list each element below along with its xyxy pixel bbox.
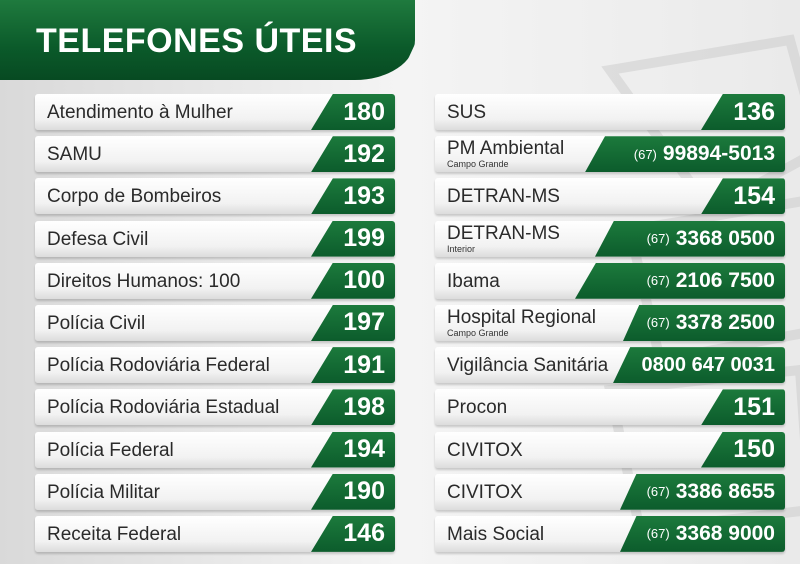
phone-row: Receita Federal 146 <box>35 515 395 552</box>
phone-number: 197 <box>311 304 395 341</box>
service-name: Polícia Federal <box>47 439 174 461</box>
title-banner: TELEFONES ÚTEIS <box>0 0 415 80</box>
phone-row: Defesa Civil 199 <box>35 220 395 257</box>
phone-row: Polícia Rodoviária Estadual 198 <box>35 389 395 426</box>
service-name: CIVITOX <box>447 439 523 461</box>
phone-number: 191 <box>311 347 395 384</box>
page-title: TELEFONES ÚTEIS <box>36 22 358 60</box>
area-code: (67) <box>633 146 657 162</box>
phone-row: PM Ambiental Campo Grande (67) 99894-501… <box>435 136 785 173</box>
phone-number: 192 <box>311 136 395 173</box>
phone-number-box: (67) 99894-5013 <box>585 136 785 173</box>
phone-row: Corpo de Bombeiros 193 <box>35 178 395 215</box>
service-name: Ibama <box>447 270 500 292</box>
service-name: Polícia Militar <box>47 481 160 503</box>
phone-number: 146 <box>311 515 395 552</box>
service-location: Campo Grande <box>447 159 509 170</box>
phone-number-box: (67) 3386 8655 <box>620 473 785 510</box>
left-phone-list: Atendimento à Mulher 180 SAMU 192 Corpo … <box>35 94 395 558</box>
phone-number: 150 <box>701 431 785 468</box>
phone-row: Procon 151 <box>435 389 785 426</box>
service-name: Mais Social <box>447 523 545 545</box>
phone-row: Vigilância Sanitária 0800 647 0031 <box>435 347 785 384</box>
area-code: (67) <box>646 315 670 331</box>
phone-number-box: (67) 3378 2500 <box>623 304 785 341</box>
service-name: Hospital Regional <box>447 306 596 328</box>
phone-row: CIVITOX (67) 3386 8655 <box>435 473 785 510</box>
area-code: (67) <box>646 484 670 500</box>
service-name: Polícia Civil <box>47 312 146 334</box>
phone-row: Hospital Regional Campo Grande (67) 3378… <box>435 304 785 341</box>
phone-number: 3368 0500 <box>675 226 775 250</box>
phone-row: Polícia Militar 190 <box>35 473 395 510</box>
phone-row: Polícia Federal 194 <box>35 431 395 468</box>
phone-number: 136 <box>701 94 785 130</box>
phone-number: 154 <box>701 178 785 215</box>
service-name: PM Ambiental <box>447 138 565 160</box>
phone-number: 180 <box>311 94 395 130</box>
area-code: (67) <box>646 231 670 247</box>
phone-number-box: (67) 2106 7500 <box>575 262 785 299</box>
service-location: Campo Grande <box>447 327 509 338</box>
service-name: Procon <box>447 397 508 419</box>
phone-number: 0800 647 0031 <box>613 347 785 384</box>
phone-row: Polícia Civil 197 <box>35 304 395 341</box>
area-code: (67) <box>646 526 670 542</box>
phone-row: Direitos Humanos: 100 100 <box>35 262 395 299</box>
service-name: Receita Federal <box>47 523 182 545</box>
service-name: Polícia Rodoviária Federal <box>47 355 270 377</box>
phone-number: 199 <box>311 220 395 257</box>
phone-number-box: (67) 3368 0500 <box>595 220 785 257</box>
phone-row: SAMU 192 <box>35 136 395 173</box>
phone-number: 2106 7500 <box>675 268 775 292</box>
phone-number-box: (67) 3368 9000 <box>620 515 785 552</box>
service-name: SUS <box>447 102 487 123</box>
phone-number: 194 <box>311 431 395 468</box>
phone-number: 151 <box>701 389 785 426</box>
phone-row: Ibama (67) 2106 7500 <box>435 262 785 299</box>
phone-number: 3386 8655 <box>675 479 775 503</box>
service-name: Vigilância Sanitária <box>447 355 609 377</box>
phone-number: 100 <box>311 262 395 299</box>
service-name: Corpo de Bombeiros <box>47 186 222 208</box>
phone-row: DETRAN-MS 154 <box>435 178 785 215</box>
phone-number: 3368 9000 <box>675 521 775 545</box>
phone-number: 3378 2500 <box>675 310 775 334</box>
service-location: Interior <box>447 243 476 254</box>
service-name: Polícia Rodoviária Estadual <box>47 397 280 419</box>
phone-row: Polícia Rodoviária Federal 191 <box>35 347 395 384</box>
right-phone-list: SUS 136 PM Ambiental Campo Grande (67) 9… <box>435 94 785 558</box>
phone-row: SUS 136 <box>435 94 785 130</box>
phone-row: DETRAN-MS Interior (67) 3368 0500 <box>435 220 785 257</box>
service-name: Defesa Civil <box>47 228 149 250</box>
phone-row: Atendimento à Mulher 180 <box>35 94 395 130</box>
service-name: Direitos Humanos: 100 <box>47 270 241 292</box>
service-name: SAMU <box>47 144 102 166</box>
phone-number: 198 <box>311 389 395 426</box>
service-name: Atendimento à Mulher <box>47 102 233 123</box>
phone-number: 99894-5013 <box>662 142 775 166</box>
service-name: CIVITOX <box>447 481 523 503</box>
phone-number: 190 <box>311 473 395 510</box>
service-name: DETRAN-MS <box>447 222 560 244</box>
phone-row: Mais Social (67) 3368 9000 <box>435 515 785 552</box>
service-name: DETRAN-MS <box>447 186 560 208</box>
phone-number: 193 <box>311 178 395 215</box>
area-code: (67) <box>646 273 670 289</box>
phone-row: CIVITOX 150 <box>435 431 785 468</box>
